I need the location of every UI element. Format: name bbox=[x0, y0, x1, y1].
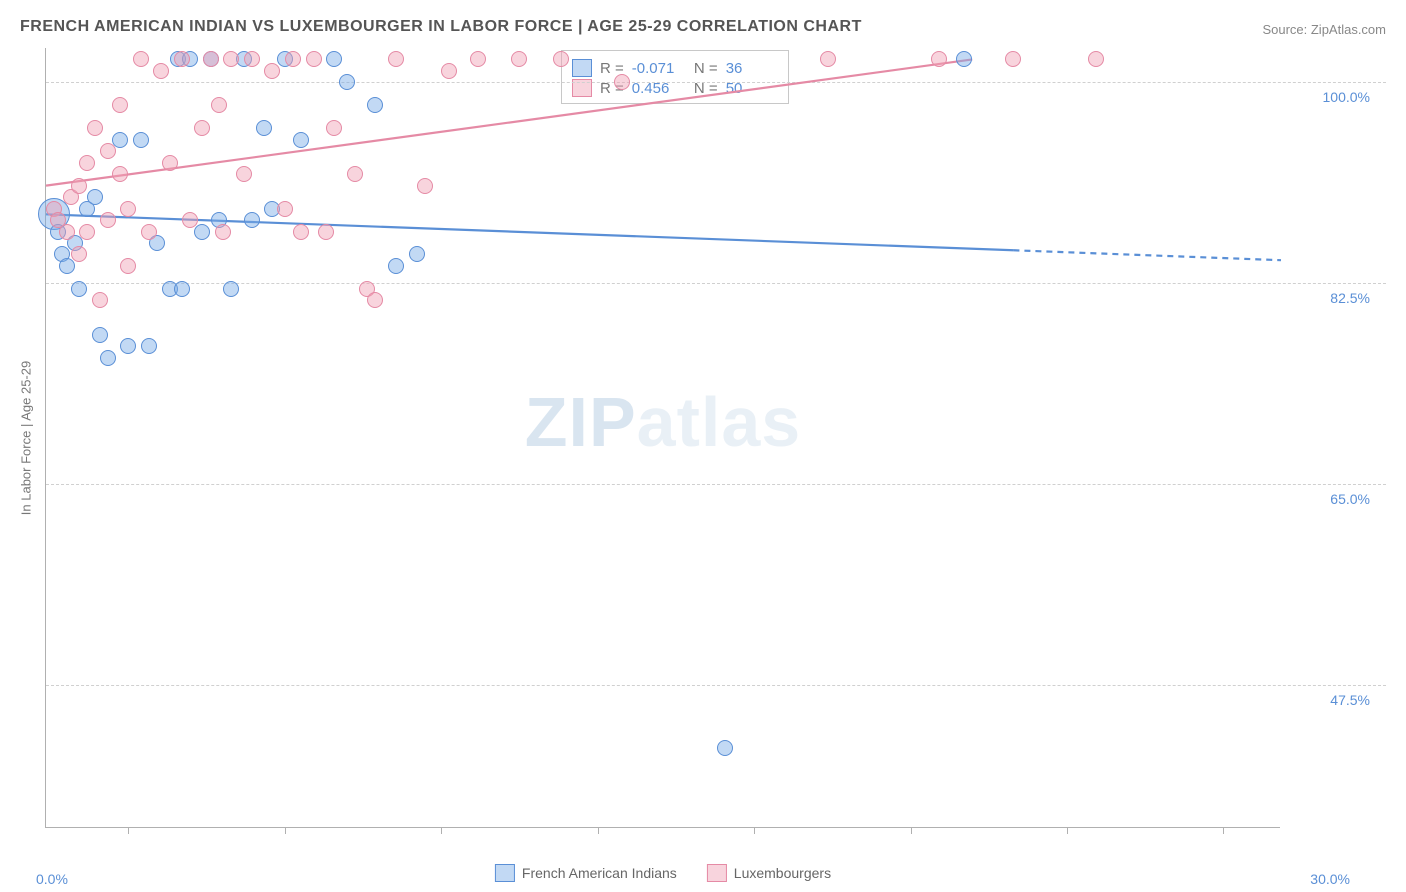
data-point bbox=[236, 166, 252, 182]
data-point bbox=[326, 120, 342, 136]
data-point bbox=[470, 51, 486, 67]
data-point bbox=[59, 258, 75, 274]
swatch-pink bbox=[707, 864, 727, 882]
swatch-blue bbox=[495, 864, 515, 882]
data-point bbox=[112, 166, 128, 182]
data-point bbox=[388, 51, 404, 67]
data-point bbox=[293, 224, 309, 240]
data-point bbox=[326, 51, 342, 67]
data-point bbox=[100, 350, 116, 366]
data-point bbox=[285, 51, 301, 67]
data-point bbox=[133, 51, 149, 67]
x-tick-label: 0.0% bbox=[36, 871, 68, 887]
data-point bbox=[92, 327, 108, 343]
data-point bbox=[71, 178, 87, 194]
data-point bbox=[264, 63, 280, 79]
data-point bbox=[87, 120, 103, 136]
data-point bbox=[79, 224, 95, 240]
data-point bbox=[141, 224, 157, 240]
x-tick-label: 30.0% bbox=[1310, 871, 1350, 887]
x-tick bbox=[754, 827, 755, 834]
data-point bbox=[388, 258, 404, 274]
data-point bbox=[71, 281, 87, 297]
data-point bbox=[92, 292, 108, 308]
x-tick bbox=[285, 827, 286, 834]
trend-lines bbox=[46, 48, 1401, 828]
data-point bbox=[59, 224, 75, 240]
data-point bbox=[1005, 51, 1021, 67]
x-tick bbox=[598, 827, 599, 834]
data-point bbox=[553, 51, 569, 67]
data-point bbox=[194, 224, 210, 240]
data-point bbox=[215, 224, 231, 240]
data-point bbox=[112, 132, 128, 148]
data-point bbox=[409, 246, 425, 262]
data-point bbox=[293, 132, 309, 148]
source-prefix: Source: bbox=[1262, 22, 1310, 37]
x-tick bbox=[911, 827, 912, 834]
data-point bbox=[1088, 51, 1104, 67]
data-point bbox=[277, 201, 293, 217]
bottom-legend: French American Indians Luxembourgers bbox=[495, 864, 831, 882]
data-point bbox=[71, 246, 87, 262]
chart-title: FRENCH AMERICAN INDIAN VS LUXEMBOURGER I… bbox=[20, 18, 862, 36]
data-point bbox=[120, 258, 136, 274]
data-point bbox=[367, 97, 383, 113]
source-attribution: Source: ZipAtlas.com bbox=[1262, 22, 1386, 37]
legend-label-0: French American Indians bbox=[522, 865, 677, 881]
data-point bbox=[244, 51, 260, 67]
data-point bbox=[318, 224, 334, 240]
x-tick bbox=[128, 827, 129, 834]
data-point bbox=[120, 201, 136, 217]
data-point bbox=[441, 63, 457, 79]
data-point bbox=[417, 178, 433, 194]
data-point bbox=[256, 120, 272, 136]
data-point bbox=[87, 189, 103, 205]
data-point bbox=[347, 166, 363, 182]
data-point bbox=[614, 74, 630, 90]
data-point bbox=[153, 63, 169, 79]
x-tick bbox=[1067, 827, 1068, 834]
data-point bbox=[211, 97, 227, 113]
data-point bbox=[174, 281, 190, 297]
data-point bbox=[306, 51, 322, 67]
data-point bbox=[141, 338, 157, 354]
data-point bbox=[820, 51, 836, 67]
data-point bbox=[717, 740, 733, 756]
data-point bbox=[100, 212, 116, 228]
data-point bbox=[112, 97, 128, 113]
data-point bbox=[79, 155, 95, 171]
legend-item-0: French American Indians bbox=[495, 864, 677, 882]
data-point bbox=[956, 51, 972, 67]
data-point bbox=[223, 51, 239, 67]
x-tick bbox=[441, 827, 442, 834]
data-point bbox=[931, 51, 947, 67]
legend-label-1: Luxembourgers bbox=[734, 865, 831, 881]
data-point bbox=[162, 155, 178, 171]
data-point bbox=[244, 212, 260, 228]
data-point bbox=[223, 281, 239, 297]
chart-area: In Labor Force | Age 25-29 ZIPatlas R = … bbox=[45, 48, 1280, 828]
data-point bbox=[100, 143, 116, 159]
data-point bbox=[203, 51, 219, 67]
data-point bbox=[339, 74, 355, 90]
x-tick bbox=[1223, 827, 1224, 834]
source-link[interactable]: ZipAtlas.com bbox=[1311, 22, 1386, 37]
y-axis-label: In Labor Force | Age 25-29 bbox=[19, 360, 34, 514]
legend-item-1: Luxembourgers bbox=[707, 864, 831, 882]
data-point bbox=[120, 338, 136, 354]
data-point bbox=[174, 51, 190, 67]
data-point bbox=[511, 51, 527, 67]
data-point bbox=[367, 292, 383, 308]
data-point bbox=[133, 132, 149, 148]
data-point bbox=[194, 120, 210, 136]
data-point bbox=[182, 212, 198, 228]
